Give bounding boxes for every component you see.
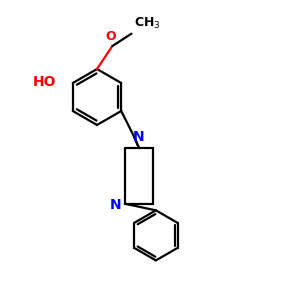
Text: O: O [106,29,116,43]
Text: HO: HO [33,74,57,88]
Text: N: N [110,198,122,212]
Text: CH$_3$: CH$_3$ [134,16,161,31]
Text: N: N [133,130,145,144]
